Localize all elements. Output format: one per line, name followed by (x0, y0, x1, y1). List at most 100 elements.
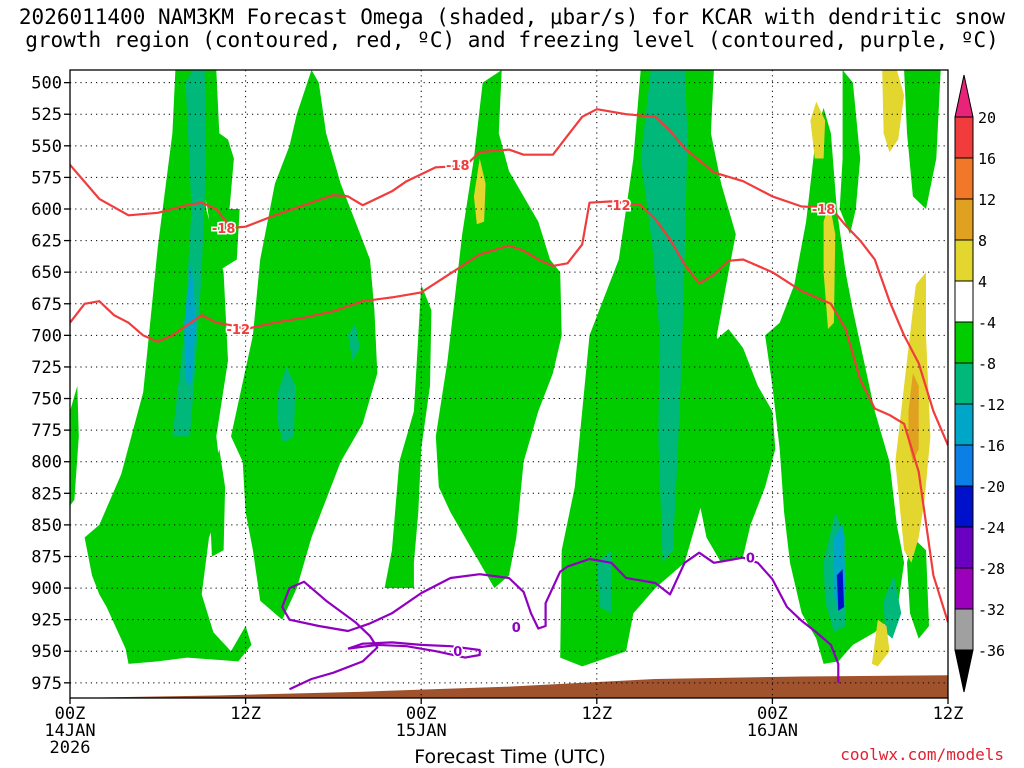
freezing-level-contour (281, 551, 840, 691)
omega-region-green (839, 70, 861, 235)
y-tick-label: 575 (31, 168, 62, 188)
omega-region-green (560, 70, 736, 667)
colorbar-label: -4 (978, 314, 996, 332)
y-tick-label: 525 (31, 105, 62, 125)
colorbar-label: -32 (978, 601, 1005, 619)
contour-lines (70, 108, 948, 691)
dgz-contour-label: -18 (212, 222, 236, 237)
y-tick-label: 725 (31, 358, 62, 378)
colorbar-swatch (954, 74, 974, 118)
colorbar-label: -24 (978, 519, 1005, 537)
x-tick-label: 14JAN (44, 721, 95, 741)
omega-region-yellow (823, 202, 836, 329)
colorbar-swatch (954, 485, 974, 528)
x-tick-label: 15JAN (396, 721, 447, 741)
y-tick-label: 900 (31, 579, 62, 599)
colorbar-swatch (954, 239, 974, 282)
omega-region-green (435, 70, 562, 589)
colorbar-label: 16 (978, 150, 996, 168)
y-tick-label: 875 (31, 547, 62, 567)
x-tick-label: 00Z (406, 704, 437, 724)
x-tick-label: 16JAN (747, 721, 798, 741)
x-tick-label: 12Z (933, 704, 964, 724)
ground-fill (70, 675, 948, 698)
y-tick-label: 925 (31, 611, 62, 631)
title-line-1: 2026011400 NAM3KM Forecast Omega (shaded… (18, 5, 1006, 29)
omega-region-yellow (871, 619, 890, 667)
colorbar-label: -36 (978, 642, 1005, 660)
dgz-contour-label: -12 (607, 199, 631, 214)
y-tick-label: 750 (31, 390, 62, 410)
omega-region-teal (348, 322, 360, 361)
colorbar-swatch (954, 362, 974, 405)
y-tick-label: 775 (31, 421, 62, 441)
colorbar-swatch (954, 526, 974, 569)
freezing-level-contour-label: 0 (512, 621, 521, 636)
y-axis: 500 525 550 575 600 625 650 675 700 725 750 775 800 8… (31, 74, 70, 694)
x-tick-label: 00Z (757, 704, 788, 724)
dgz-contour-label: -12 (227, 323, 251, 338)
x-tick-label: 00Z (55, 704, 86, 724)
omega-region-yellow (882, 70, 905, 153)
plot-frame (69, 69, 949, 699)
omega-region-green (231, 70, 378, 620)
dgz-contour (70, 108, 948, 446)
credit-text: coolwx.com/models (840, 745, 1004, 764)
y-tick-label: 550 (31, 137, 62, 157)
omega-shading (70, 70, 941, 667)
colorbar-swatch (954, 608, 974, 651)
omega-region-blue (836, 569, 845, 611)
omega-region-teal (596, 550, 612, 614)
y-tick-label: 675 (31, 295, 62, 315)
omega-region-green (384, 284, 432, 589)
y-tick-label: 800 (31, 453, 62, 473)
omega-region-green (209, 449, 226, 557)
y-tick-label: 500 (31, 74, 62, 94)
omega-region-green (904, 70, 941, 209)
y-tick-label: 975 (31, 674, 62, 694)
omega-region-teal (172, 70, 207, 437)
chart-title: 2026011400 NAM3KM Forecast Omega (shaded… (0, 6, 1024, 52)
y-tick-label: 850 (31, 516, 62, 536)
colorbar-swatch (954, 321, 974, 364)
dgz-contour-label: -18 (446, 159, 470, 174)
colorbar-swatch (954, 280, 974, 323)
omega-region-teal (277, 366, 296, 443)
x-tick-label: 12Z (230, 704, 261, 724)
omega-region-green (84, 70, 252, 664)
y-tick-label: 625 (31, 232, 62, 252)
x-axis-label: Forecast Time (UTC) (414, 746, 605, 768)
colorbar-swatch (954, 444, 974, 487)
omega-region-teal (883, 575, 902, 639)
freezing-level-contour-label: 0 (746, 552, 755, 567)
colorbar-swatch (954, 649, 974, 693)
dgz-contour (70, 200, 948, 623)
colorbar-swatch (954, 116, 974, 159)
omega-region-orange (908, 373, 919, 462)
colorbar-label: -12 (978, 396, 1005, 414)
colorbar-label: 12 (978, 191, 996, 209)
colorbar-swatch (954, 157, 974, 200)
colorbar-label: -28 (978, 560, 1005, 578)
ground-layer (70, 675, 948, 698)
omega-region-teal (640, 70, 688, 563)
dgz-contour-label: -18 (812, 203, 836, 218)
colorbar-swatch (954, 198, 974, 241)
omega-region-green (70, 385, 79, 506)
x-tick-label: 2026 (50, 738, 91, 758)
colorbar-swatch (954, 403, 974, 446)
title-line-2: growth region (contoured, red, ºC) and f… (25, 28, 999, 52)
colorbar-label: -16 (978, 437, 1005, 455)
y-tick-label: 700 (31, 326, 62, 346)
colorbar-label: 8 (978, 232, 987, 250)
freezing-level-contour-label: 0 (453, 645, 462, 660)
colorbar-swatch (954, 567, 974, 610)
y-tick-label: 950 (31, 642, 62, 662)
colorbar-label: 20 (978, 109, 996, 127)
freezing-level-contour (347, 641, 481, 659)
colorbar-label: -8 (978, 355, 996, 373)
omega-region-yellow (810, 101, 826, 159)
colorbar-label: -20 (978, 478, 1005, 496)
